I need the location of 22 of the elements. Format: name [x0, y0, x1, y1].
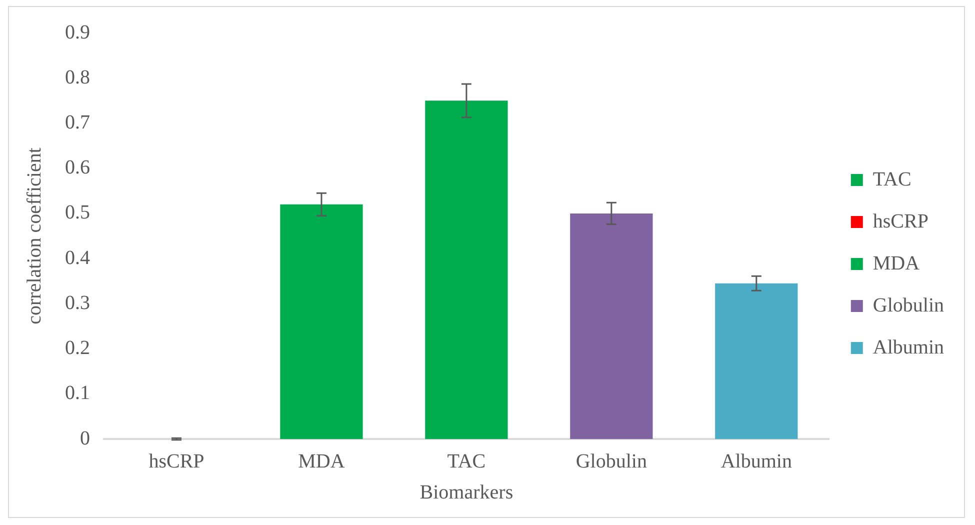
x-tick-label: TAC: [447, 450, 486, 472]
y-tick-label: 0.4: [65, 246, 90, 269]
y-axis-title: correlation coefficient: [23, 147, 46, 324]
y-tick-label: 0.8: [65, 66, 90, 88]
y-tick-label: 0.6: [65, 156, 90, 179]
legend-label: MDA: [872, 252, 920, 274]
y-tick-label: 0.5: [65, 202, 90, 224]
x-tick-label: MDA: [298, 450, 346, 472]
y-tick-label: 0.9: [65, 21, 90, 44]
y-tick-label: 0.7: [65, 111, 90, 134]
x-tick-label: Globulin: [576, 450, 647, 472]
legend-label: Albumin: [872, 336, 944, 358]
y-tick-label: 0.2: [65, 337, 90, 360]
x-axis-title: Biomarkers: [420, 481, 514, 504]
legend-label: TAC: [872, 168, 912, 190]
legend-label: hsCRP: [872, 210, 928, 232]
x-tick-label: hsCRP: [148, 450, 204, 472]
legend-label: Globulin: [872, 294, 944, 316]
y-tick-label: 0.1: [65, 382, 90, 404]
y-tick-label: 0: [80, 427, 90, 450]
y-tick-label: 0.3: [65, 292, 90, 314]
x-tick-label: Albumin: [720, 450, 792, 472]
